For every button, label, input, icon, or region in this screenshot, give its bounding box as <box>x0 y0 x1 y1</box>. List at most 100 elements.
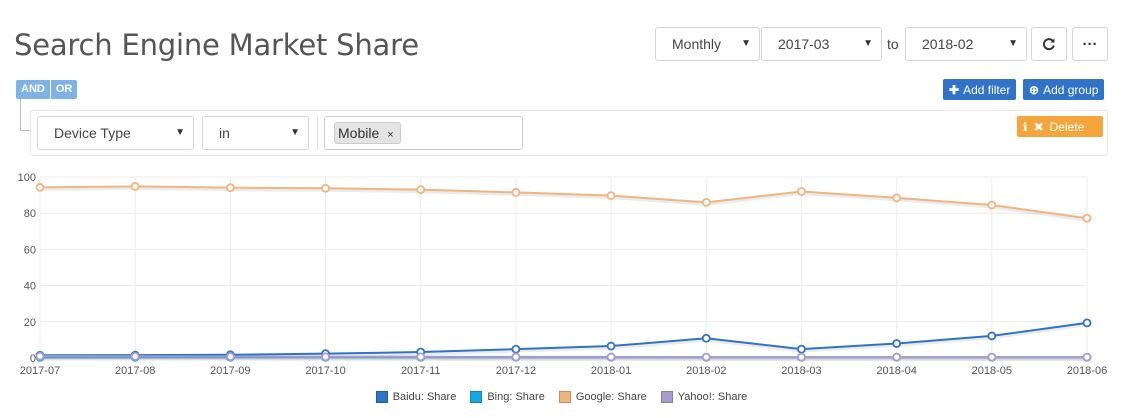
x-tick-label: 2017-07 <box>20 365 60 377</box>
legend-item[interactable]: Google: Share <box>558 391 647 403</box>
data-point <box>130 351 140 361</box>
data-point <box>130 182 140 191</box>
data-point <box>797 352 806 362</box>
chevron-down-icon: ▼ <box>741 38 751 49</box>
data-point <box>321 183 330 193</box>
plus-icon: ✚ <box>949 82 960 97</box>
end-date-value: 2018-02 <box>922 36 974 52</box>
y-tick-label: 40 <box>24 281 36 293</box>
data-point <box>35 351 45 361</box>
data-point <box>892 352 902 362</box>
x-tick-label: 2017-10 <box>305 365 345 377</box>
legend-swatch <box>470 391 483 403</box>
legend-item[interactable]: Yahoo!: Share <box>660 391 748 403</box>
legend-item[interactable]: Bing: Share <box>470 391 545 403</box>
and-button[interactable]: AND <box>16 80 51 99</box>
add-filter-button[interactable]: ✚ Add filter <box>943 79 1017 100</box>
tree-connector <box>20 99 34 131</box>
field-value: Device Type <box>54 125 131 141</box>
data-point <box>987 331 997 341</box>
x-tick-label: 2017-12 <box>496 365 536 377</box>
operator-select[interactable]: in ▼ <box>202 116 309 150</box>
legend-label: Yahoo!: Share <box>677 391 748 403</box>
chevron-down-icon: ▼ <box>175 127 185 138</box>
data-point <box>606 191 616 201</box>
x-tick-label: 2018-03 <box>781 365 821 377</box>
data-point <box>1082 213 1092 223</box>
series-shadow <box>39 356 1087 361</box>
legend-label: Baidu: Share <box>392 391 457 403</box>
x-tick-label: 2018-01 <box>591 365 631 377</box>
add-filter-label: Add filter <box>963 82 1011 97</box>
granularity-select[interactable]: Monthly ▼ <box>655 27 760 61</box>
x-tick-label: 2017-08 <box>115 365 155 377</box>
data-point <box>606 341 616 351</box>
close-icon: ✖ <box>1033 119 1044 134</box>
granularity-value: Monthly <box>672 36 722 52</box>
y-tick-label: 80 <box>24 208 36 220</box>
x-tick-label: 2018-02 <box>686 365 726 377</box>
x-tick-label: 2017-09 <box>210 365 250 377</box>
data-point <box>511 344 521 354</box>
more-icon: ··· <box>1082 35 1098 53</box>
data-point <box>321 352 330 362</box>
data-point <box>892 339 902 348</box>
to-label: to <box>887 36 899 52</box>
x-tick-label: 2018-05 <box>972 365 1012 377</box>
add-group-label: Add group <box>1043 82 1099 97</box>
y-tick-label: 0 <box>30 353 36 365</box>
page-title: Search Engine Market Share <box>14 28 419 62</box>
data-point <box>511 187 521 197</box>
data-point <box>416 185 426 195</box>
chevron-down-icon: ▼ <box>1008 38 1018 49</box>
field-select[interactable]: Device Type ▼ <box>37 116 194 150</box>
data-point <box>606 352 616 362</box>
start-date-select[interactable]: 2017-03 ▼ <box>761 27 882 61</box>
refresh-button[interactable] <box>1031 27 1067 61</box>
remove-tag-icon[interactable]: × <box>387 129 394 141</box>
legend-swatch <box>375 391 388 403</box>
data-point <box>797 344 806 354</box>
value-tag: Mobile × <box>334 122 401 144</box>
delete-rule-button[interactable]: ℹ ✖ Delete <box>1017 116 1103 137</box>
and-or-toggle: AND OR <box>16 80 78 99</box>
legend-label: Bing: Share <box>487 391 545 403</box>
series-line <box>39 321 1088 357</box>
chevron-down-icon: ▼ <box>290 127 300 138</box>
y-tick-label: 60 <box>24 244 36 256</box>
info-icon: ℹ <box>1023 119 1028 134</box>
data-point <box>225 352 235 361</box>
data-point <box>511 352 521 362</box>
data-point <box>987 200 997 210</box>
data-point <box>892 193 902 203</box>
data-point <box>797 187 806 196</box>
refresh-icon <box>1043 38 1055 51</box>
data-point <box>1082 318 1092 328</box>
data-point <box>225 183 235 193</box>
x-tick-label: 2018-04 <box>876 365 916 377</box>
data-point <box>1082 352 1092 362</box>
legend-item[interactable]: Baidu: Share <box>375 391 457 403</box>
end-date-select[interactable]: 2018-02 ▼ <box>905 27 1027 61</box>
series-line <box>39 355 1087 359</box>
legend-label: Google: Share <box>575 391 647 403</box>
y-tick-label: 100 <box>18 172 36 184</box>
chevron-down-icon: ▼ <box>863 38 873 49</box>
plot-area <box>39 176 1088 359</box>
divider <box>317 116 318 150</box>
more-button[interactable]: ··· <box>1072 27 1108 61</box>
data-point <box>701 352 711 362</box>
start-date-value: 2017-03 <box>778 36 830 52</box>
legend-swatch <box>558 391 571 403</box>
add-group-button[interactable]: ⊕ Add group <box>1023 79 1105 100</box>
value-tag-label: Mobile <box>338 125 380 141</box>
x-tick-label: 2017-11 <box>401 365 441 377</box>
data-point <box>987 352 997 362</box>
line-chart: 0 20 40 60 80 100 2017-07 2017-08 2017-09 2017-10… <box>18 172 1108 377</box>
y-tick-label: 20 <box>24 317 36 329</box>
series-shadow <box>39 186 1088 222</box>
chart-legend: Baidu: Share Bing: Share Google: Share Yaho… <box>0 391 1123 403</box>
or-button[interactable]: OR <box>50 80 78 99</box>
series-line <box>39 185 1088 220</box>
plus-circle-icon: ⊕ <box>1029 82 1040 97</box>
